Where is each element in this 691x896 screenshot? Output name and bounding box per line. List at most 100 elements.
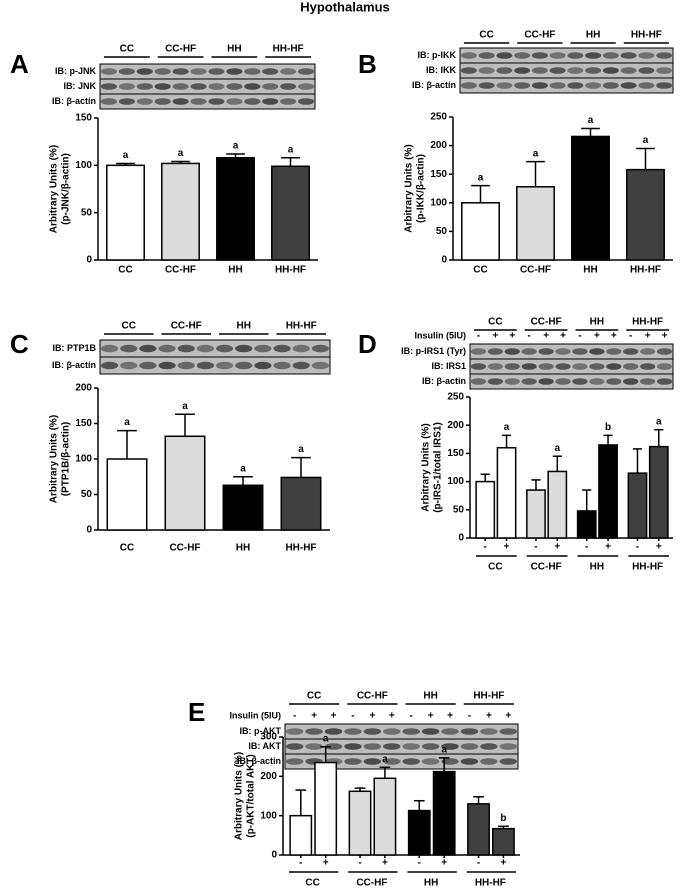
blot-band <box>521 378 537 385</box>
bar <box>280 476 322 531</box>
blot-band <box>139 361 157 370</box>
blot-strip <box>284 753 519 770</box>
blot-band <box>363 743 382 750</box>
blot-band <box>585 67 602 74</box>
y-axis-label: Arbitrary Units (%) <box>421 423 432 511</box>
x-group-label: CC-HF <box>356 878 387 889</box>
significance-label: a <box>323 733 329 744</box>
blot-band <box>226 83 243 90</box>
blot-band <box>531 82 548 89</box>
blot-group-label: CC <box>307 691 321 702</box>
panel-letter: A <box>10 49 29 79</box>
blot-band <box>499 743 518 750</box>
blot-band <box>606 378 622 385</box>
lane-label: - <box>477 331 480 342</box>
blot-group-label: HH-HF <box>473 691 504 702</box>
blot-group-label: HH <box>237 321 251 332</box>
blot-band <box>421 758 440 765</box>
blot-band <box>421 728 440 735</box>
blot-band <box>478 52 495 59</box>
blot-band <box>640 378 656 385</box>
blot-group-label: CC <box>488 317 502 328</box>
blot-band <box>305 743 323 750</box>
blot-band <box>470 348 487 355</box>
blot-band <box>100 361 119 370</box>
blot-band <box>567 52 584 59</box>
blot-band <box>136 68 153 75</box>
blot-band <box>620 67 637 74</box>
blot-band <box>514 67 531 74</box>
blot-band <box>589 378 605 385</box>
blot-band <box>589 363 605 370</box>
bar-label: + <box>323 858 329 869</box>
lane-label: - <box>293 711 296 722</box>
blot-band <box>235 344 253 353</box>
blot-band <box>589 348 605 355</box>
blot-group-label: HH-HF <box>631 30 662 41</box>
blot-group-label: HH-HF <box>286 321 317 332</box>
blot-band <box>640 363 656 370</box>
significance-label: a <box>643 135 649 146</box>
blot-band <box>623 378 639 385</box>
panel-letter: D <box>358 329 377 359</box>
blot-band <box>262 68 279 75</box>
blot-band <box>244 83 261 90</box>
bar <box>461 202 500 261</box>
y-axis-label: (p-IKK/β-actin) <box>416 154 427 223</box>
blot-band <box>606 348 622 355</box>
blot-band <box>531 67 548 74</box>
bar <box>314 761 338 856</box>
blot-band <box>196 344 215 353</box>
blot-band <box>324 728 343 735</box>
lane-label: + <box>594 331 600 342</box>
blot-band <box>177 361 195 370</box>
blot-band <box>244 98 261 105</box>
bar <box>475 480 496 539</box>
blot-band <box>585 52 602 59</box>
bar-label: + <box>605 542 611 553</box>
bar <box>106 458 148 531</box>
blot-band <box>292 361 310 370</box>
bar-label: + <box>382 858 388 869</box>
blot-band <box>262 98 279 105</box>
bar-label: + <box>554 542 560 553</box>
y-tick-label: 100 <box>430 197 447 208</box>
blot-band <box>538 348 554 355</box>
blot-row-label: IB: β-actin <box>237 756 281 766</box>
blot-band <box>273 361 291 370</box>
blot-band <box>499 728 518 735</box>
blot-band <box>324 743 343 750</box>
blot-row-label: IB: IKK <box>426 65 456 75</box>
x-group-label: HH-HF <box>632 562 663 573</box>
blot-row-label: IB: JNK <box>63 81 96 91</box>
y-axis-label: Arbitrary Units (%) <box>49 415 60 503</box>
lane-label: + <box>611 331 617 342</box>
blot-band <box>460 82 477 89</box>
blot-band <box>280 98 297 105</box>
bar-label: - <box>534 542 537 553</box>
blot-band <box>549 52 566 59</box>
x-group-label: CC-HF <box>531 562 562 573</box>
bar-label: + <box>441 858 447 869</box>
blot-band <box>292 344 310 353</box>
y-tick-label: 0 <box>458 533 464 544</box>
panel-letter: E <box>188 697 205 727</box>
bar-label: - <box>418 858 421 869</box>
panel-letter: C <box>10 329 29 359</box>
significance-label: a <box>533 148 539 159</box>
blot-band <box>555 363 571 370</box>
blot-band <box>136 83 153 90</box>
blot-group-label: HH-HF <box>632 317 663 328</box>
blot-band <box>158 361 176 370</box>
lane-label: - <box>410 711 413 722</box>
y-axis-label: Arbitrary Units (%) <box>234 752 245 840</box>
blot-band <box>383 743 401 750</box>
blot-band <box>549 67 566 74</box>
y-tick-label: 200 <box>260 771 277 782</box>
lane-label: + <box>560 331 566 342</box>
blot-band <box>602 67 619 74</box>
bar <box>161 162 200 261</box>
x-tick-label: HH-HF <box>285 543 316 554</box>
blot-band <box>538 378 554 385</box>
